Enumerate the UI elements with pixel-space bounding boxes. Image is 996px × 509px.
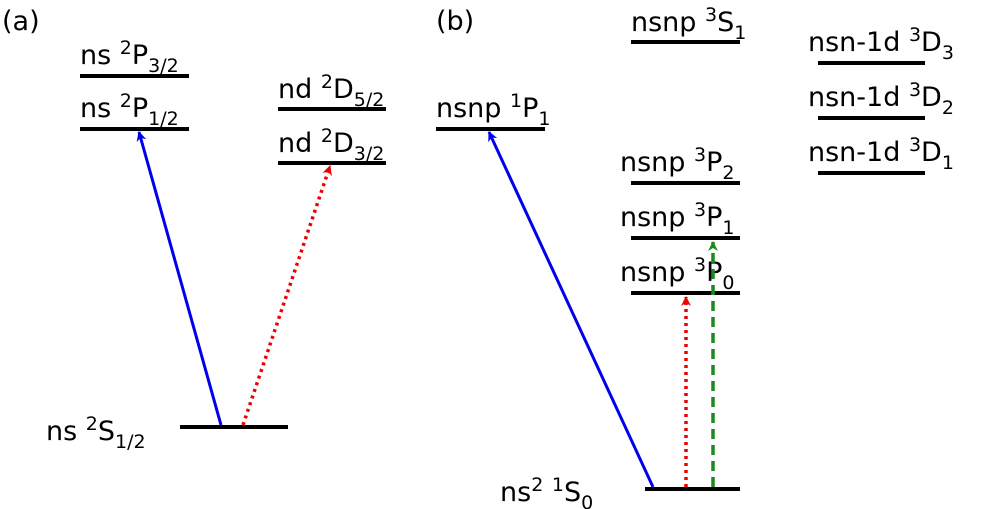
label-b-s31: nsnp 3S1 bbox=[631, 4, 746, 44]
label-b-s10: ns2 1S0 bbox=[500, 474, 593, 509]
transition-b-blue-arrow bbox=[487, 131, 655, 488]
label-b-p30: nsnp 3P0 bbox=[620, 254, 735, 294]
label-a-d52: nd 2D5/2 bbox=[278, 71, 384, 111]
label-b-p32: nsnp 3P2 bbox=[620, 144, 735, 184]
label-b-d33: nsn-1d 3D3 bbox=[808, 24, 954, 64]
label-b-d32: nsn-1d 3D2 bbox=[808, 79, 954, 119]
transition-a-red-dotted-arrow bbox=[241, 165, 332, 426]
label-a-p32: ns 2P3/2 bbox=[80, 37, 179, 77]
label-a-d32: nd 2D3/2 bbox=[278, 125, 384, 165]
panel-a-label: (a) bbox=[2, 6, 40, 37]
label-a-p12: ns 2P1/2 bbox=[80, 90, 179, 130]
label-a-s12: ns 2S1/2 bbox=[46, 413, 146, 453]
label-b-p31: nsnp 3P1 bbox=[620, 199, 735, 239]
transition-a-blue-arrow bbox=[136, 131, 223, 426]
panel-b-label: (b) bbox=[436, 6, 474, 37]
label-b-p11: nsnp 1P1 bbox=[436, 90, 551, 130]
label-b-d31: nsn-1d 3D1 bbox=[808, 134, 954, 174]
